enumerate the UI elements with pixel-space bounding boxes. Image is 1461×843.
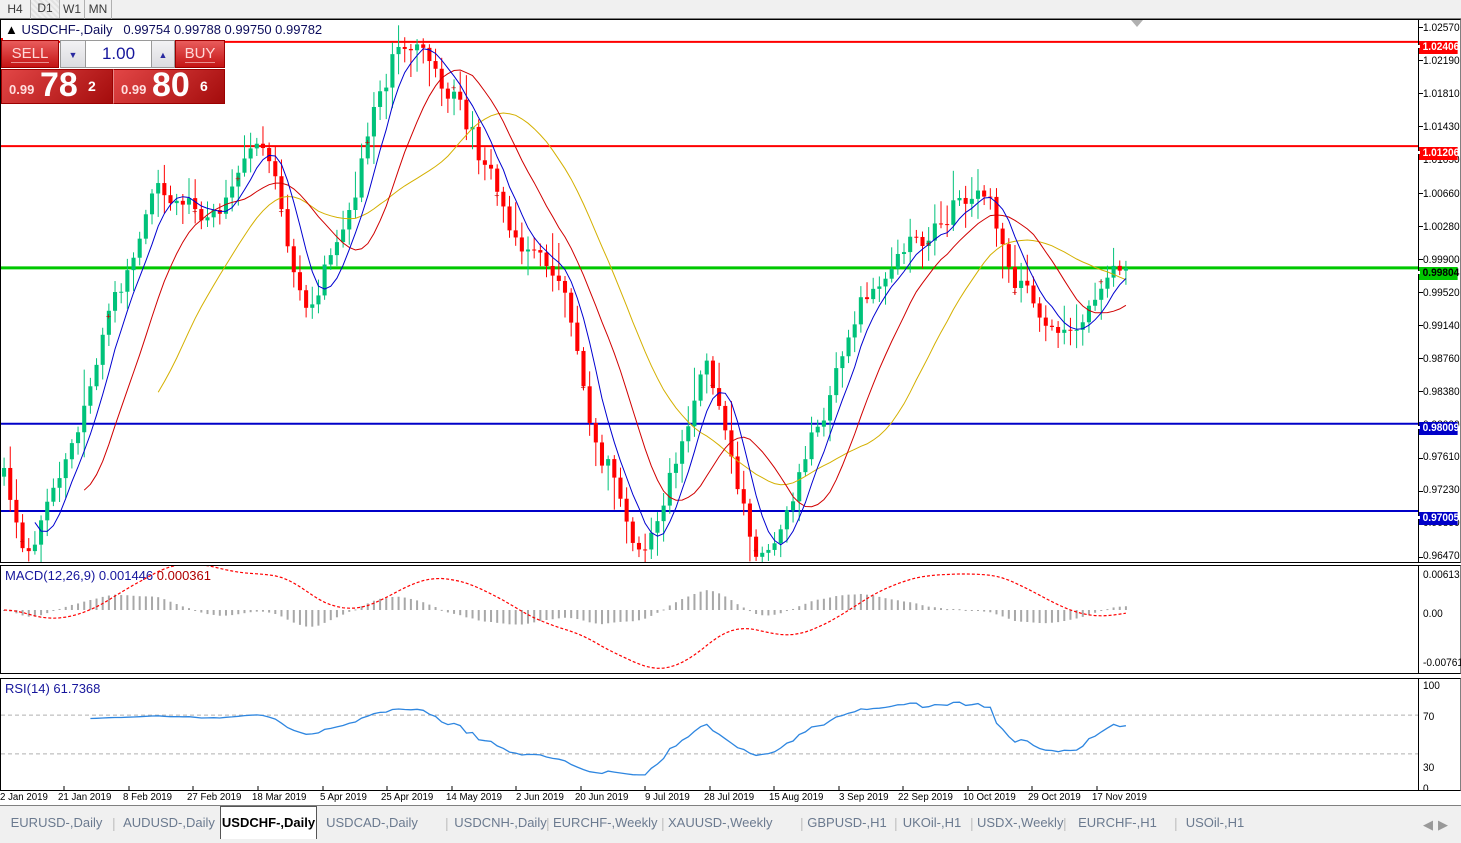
svg-text:+: + xyxy=(753,546,758,556)
svg-text:+: + xyxy=(710,381,715,391)
svg-text:+: + xyxy=(20,536,25,546)
svg-text:+: + xyxy=(1098,277,1103,287)
svg-text:+: + xyxy=(926,239,931,249)
svg-text:+: + xyxy=(278,206,283,216)
svg-text:+: + xyxy=(365,138,370,148)
svg-text:+: + xyxy=(580,382,585,392)
svg-text:+: + xyxy=(1012,288,1017,298)
svg-text:+: + xyxy=(192,206,197,216)
svg-text:+: + xyxy=(451,83,456,93)
svg-text:+: + xyxy=(106,312,111,322)
svg-text:+: + xyxy=(494,191,499,201)
svg-text:+: + xyxy=(235,174,240,184)
